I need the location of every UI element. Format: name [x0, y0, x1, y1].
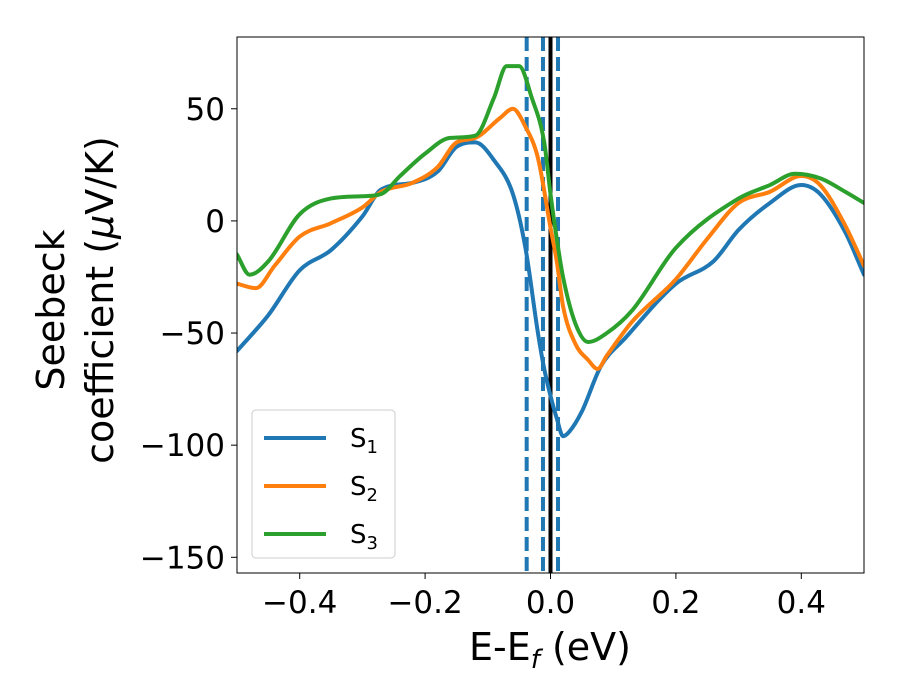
x-tick-label: 0.0: [526, 585, 575, 621]
y-tick-label: −150: [140, 540, 225, 576]
x-tick-label: −0.4: [262, 585, 337, 621]
legend-items: S1 S2 S3: [264, 424, 378, 554]
y-tick-label: 0: [205, 204, 225, 240]
x-tick-label: 0.4: [777, 585, 826, 621]
y-tick-label: −100: [140, 428, 225, 464]
legend: S1 S2 S3: [251, 409, 396, 559]
x-tick-label: 0.2: [651, 585, 700, 621]
y-tick-label: −50: [160, 316, 225, 352]
y-axis-label-line1: Seebeck: [29, 229, 73, 390]
series-line-s2: [237, 106, 864, 371]
y-axis-ticks: 50 0 −50 −100 −150: [140, 92, 237, 576]
x-axis-ticks: −0.4 −0.2 0.0 0.2 0.4: [262, 573, 826, 621]
series-line-s3: [237, 64, 864, 344]
legend-label-s2: S2: [350, 472, 378, 506]
legend-label-s1: S1: [350, 424, 378, 458]
y-tick-label: 50: [186, 92, 225, 128]
x-tick-label: −0.2: [387, 585, 462, 621]
vertical-lines: [524, 37, 561, 573]
y-axis-label-line2: coefficient (μV/K): [78, 136, 122, 464]
legend-label-s3: S3: [350, 520, 378, 554]
x-axis-label: E-Ef (eV): [469, 625, 631, 675]
series-lines: [237, 64, 864, 439]
